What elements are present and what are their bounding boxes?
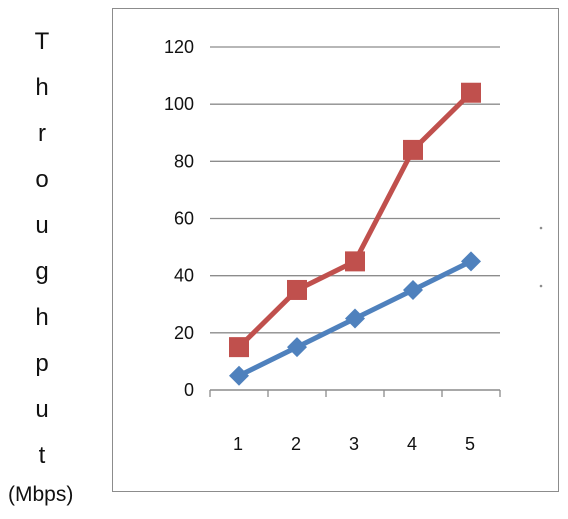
data-point [345, 308, 365, 329]
data-point [461, 82, 481, 103]
data-point [403, 279, 423, 300]
chart-frame [112, 8, 559, 492]
data-point [345, 251, 365, 272]
y-tick-label: 120 [164, 37, 194, 57]
y-axis-title-letter: g [35, 258, 49, 285]
y-axis-title-letter: t [38, 442, 46, 469]
y-tick-label: 40 [174, 266, 194, 286]
data-point [287, 337, 307, 358]
x-tick-label: 3 [349, 434, 359, 454]
y-axis-unit: (Mbps) [8, 483, 74, 506]
data-point [229, 365, 249, 386]
x-tick-label: 1 [233, 434, 243, 454]
y-axis-title-letter: o [35, 166, 49, 193]
legend-remnant-dot [539, 284, 543, 288]
y-tick-label: 100 [164, 94, 194, 114]
y-tick-label: 20 [174, 323, 194, 343]
data-point [229, 337, 249, 358]
y-tick-label: 80 [174, 151, 194, 171]
y-axis-title-letter: u [35, 396, 49, 423]
data-point [403, 139, 423, 160]
y-axis-title-letter: r [38, 120, 46, 147]
y-tick-label: 60 [174, 209, 194, 229]
y-axis-title-letter: T [34, 28, 50, 55]
y-axis-title-letter: p [35, 350, 49, 377]
legend-remnant-dot [539, 226, 543, 230]
y-axis-title: T h r o u g h p u t [22, 28, 62, 488]
data-point [461, 251, 481, 272]
x-tick-label: 4 [407, 434, 417, 454]
y-axis-title-letter: h [35, 74, 49, 101]
data-point [287, 279, 307, 300]
y-axis-title-letter: u [35, 212, 49, 239]
y-tick-label: 0 [184, 380, 194, 400]
x-tick-label: 5 [465, 434, 475, 454]
y-axis-title-letter: h [35, 304, 49, 331]
x-tick-label: 2 [291, 434, 301, 454]
